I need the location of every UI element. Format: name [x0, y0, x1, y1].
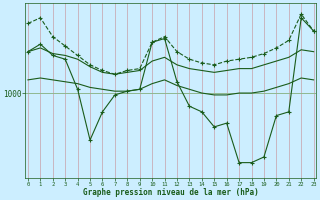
X-axis label: Graphe pression niveau de la mer (hPa): Graphe pression niveau de la mer (hPa) [83, 188, 259, 197]
